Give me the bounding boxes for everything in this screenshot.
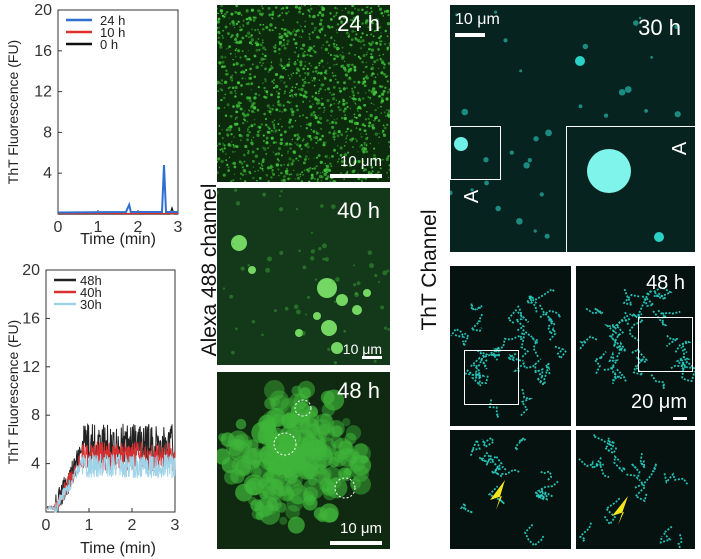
cyan-48h-right-zoom-box [638,317,693,372]
cyan-48h-time-label: 48 h [646,272,685,294]
green-24h-time-label: 24 h [337,11,380,36]
cyan-48h-zoom-right-arrow [612,496,628,525]
cyan-48h-zoom-left-background [450,430,571,549]
chart-bottom-ytick-label-4: 20 [22,262,40,279]
cyan-48h-zoom-left-arrow [490,480,505,510]
chart-bottom-xtick-label-2: 2 [128,517,137,534]
cyan-panel-48h-left [450,266,571,426]
cyan-30h-inset: A [566,126,695,252]
cyan-48h-zoom-left-fibrils [459,436,560,547]
cyan-30h-inset-droplet [587,149,631,193]
green-48h-time-label: 48 h [337,378,380,403]
cyan-panel-48h-right: 48 h 20 μm [576,266,695,426]
green-40h-scale-bar [362,356,382,359]
green-48h-highlight-circle-1 [273,432,297,456]
chart-top-series-24h [57,164,178,214]
green-48h-aggregate [217,380,372,534]
green-24h-speckles [217,5,390,182]
chart-bottom-legend-label-1: 40h [80,285,102,300]
green-24h-scale-label: 10 μm [340,153,382,170]
chart-top-ytick-label-2: 12 [34,84,52,101]
cyan-48h-right-fibrils [578,286,695,390]
alexa-channel-label: Alexa 488 channel [198,183,221,357]
chart-top-xlabel: Time (min) [80,231,156,248]
green-24h-background [217,5,390,182]
green-panel-40h: 40 h 10 μm [217,188,390,365]
green-40h-time-label: 40 h [337,198,380,223]
chart-bottom-ytick-label-2: 12 [22,359,40,376]
cyan-48h-left-zoom-box [464,350,519,405]
chart-top-xtick-label-3: 3 [174,219,183,236]
chart-bottom-ytick-label-0: 4 [31,456,40,473]
cyan-panel-48h-zoom-right [576,430,695,549]
cyan-48h-right-background [576,266,695,426]
chart-bottom-xlabel: Time (min) [80,540,156,557]
chart-bottom-xtick-label-1: 1 [85,517,94,534]
green-48h-scale-label: 10 μm [340,520,382,537]
cyan-48h-left-background [450,266,571,426]
green-40h-background [217,188,390,365]
cyan-48h-zoom-right-fibrils [578,434,689,549]
green-panel-48h: 48 h 10 μm [217,372,390,549]
chart-top-legend-label-2: 0 h [100,37,118,52]
cyan-panel-48h-zoom-left [450,430,571,549]
green-24h-scale-bar [330,174,382,178]
cyan-30h-scale-label: 10 μm [455,11,500,28]
chart-bottom-legend-label-0: 48h [80,273,102,288]
chart-bottom-plot-frame [45,269,176,513]
chart-bottom-xtick-label-0: 0 [42,517,51,534]
cyan-30h-inset-marker: A [668,141,691,156]
chart-bottom-xtick-label-3: 3 [171,517,180,534]
cyan-48h-left-fibrils [450,287,567,418]
green-panel-24h: 24 h 10 μm [217,5,390,182]
cyan-48h-zoom-right-background [576,430,695,549]
chart-top-xtick-label-1: 1 [94,219,103,236]
chart-top-ytick-label-1: 8 [43,124,52,141]
chart-bottom-ylabel: ThT Fluorescence (FU) [5,320,21,464]
chart-bottom-series-40h [45,441,176,513]
chart-bottom-legend-label-2: 30h [80,297,102,312]
green-48h-highlight-circle-2 [334,477,356,499]
cyan-30h-time-label: 30 h [638,15,681,40]
green-48h-scale-bar [330,541,382,545]
cyan-30h-zoom-box [450,126,501,180]
green-48h-highlight-circle-0 [294,399,312,417]
chart-top-xtick-label-2: 2 [134,219,143,236]
green-40h-droplets [217,188,390,365]
chart-top-legend-label-1: 10 h [100,25,125,40]
chart-top-xtick-label-0: 0 [54,219,63,236]
chart-top-legend-label-0: 24 h [100,13,125,28]
cyan-30h-inset-background [567,127,695,252]
cyan-30h-droplets [450,10,689,247]
green-40h-scale-label: 10 μm [342,341,382,357]
chart-top-ytick-label-4: 20 [34,2,52,19]
chart-bottom-series-30h [45,453,176,513]
tht-channel-label: ThT Channel [418,209,441,331]
cyan-30h-marker: A [461,189,484,204]
cyan-48h-scale-label: 20 μm [631,391,687,413]
cyan-30h-scale-bar [455,33,485,37]
chart-top-ylabel: ThT Fluorescence (FU) [5,40,21,184]
cyan-panel-30h: 10 μm 30 h A A [450,5,695,252]
chart-top-ytick-label-0: 4 [43,165,52,182]
cyan-30h-inset-small-droplet [654,232,664,242]
cyan-48h-scale-bar [673,417,687,420]
chart-top-ytick-label-3: 16 [34,43,52,60]
chart-bottom-ytick-label-1: 8 [31,407,40,424]
chart-bottom-ytick-label-3: 16 [22,310,40,327]
